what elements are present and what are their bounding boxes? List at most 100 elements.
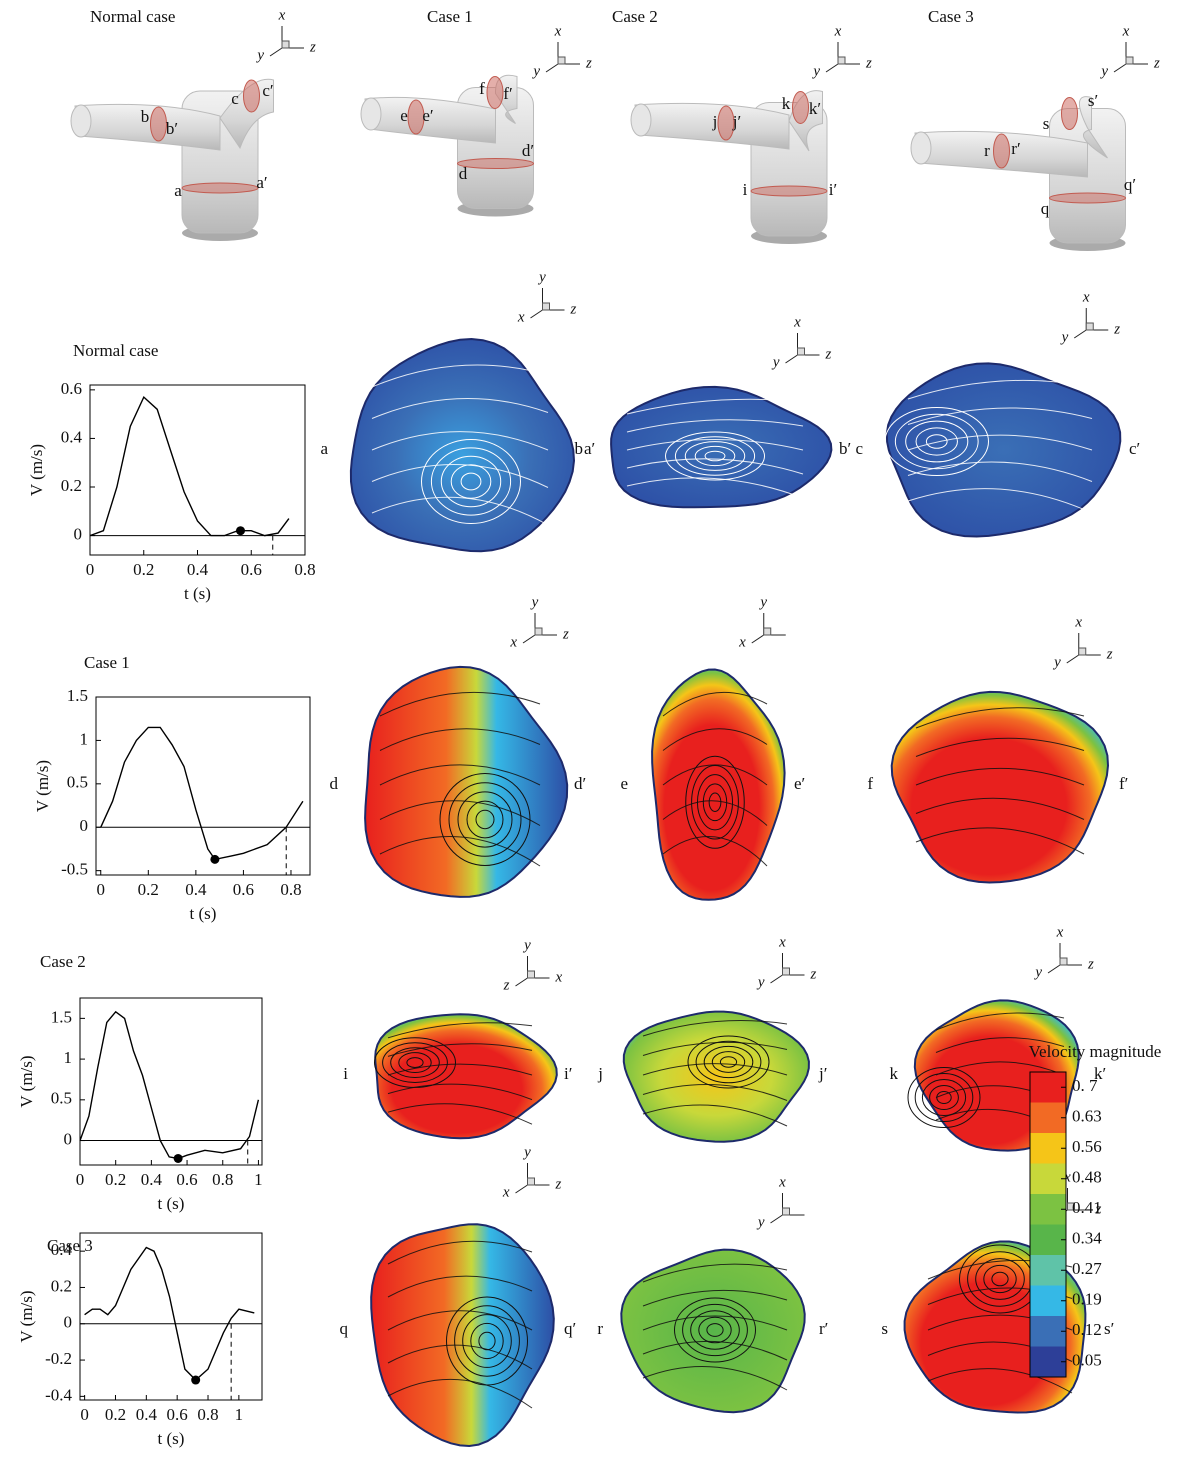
- colorbar-frame: [1029, 1071, 1067, 1378]
- streamline: [642, 1366, 788, 1391]
- triad-box: [527, 970, 535, 979]
- x-tick-label: 1: [254, 1170, 263, 1189]
- velocity-curve: [100, 726, 304, 861]
- streamline: [915, 767, 1085, 786]
- x-tick-label: 0: [97, 880, 106, 899]
- colorbar-band: [1030, 1102, 1066, 1133]
- triad-label: z: [562, 626, 569, 642]
- cut-plane: [486, 76, 504, 109]
- streamline: [915, 797, 1085, 820]
- velocity-curve: [79, 1010, 260, 1160]
- vessel-branch: [219, 78, 274, 150]
- streamline: [907, 434, 1093, 451]
- x-tick-label: 0.2: [138, 880, 159, 899]
- x-tick-label: 0.4: [136, 1405, 158, 1424]
- triad-axis: [751, 634, 765, 644]
- triad-box: [782, 967, 790, 976]
- y-tick-label: 0.2: [61, 476, 82, 495]
- plot-frame: [95, 696, 311, 876]
- panel-title: Case 3: [928, 7, 974, 26]
- colorbar-tick-label: 0.19: [1072, 1290, 1102, 1309]
- streamline: [983, 1264, 1017, 1294]
- cut-label: b: [141, 107, 150, 126]
- x-tick-label: 0.6: [176, 1170, 197, 1189]
- vessel-branch: [634, 102, 790, 150]
- triad-label: z: [825, 346, 832, 362]
- panel-title: Normal case: [90, 7, 175, 26]
- axis-triad: x y z: [811, 23, 872, 79]
- cross-section: b b′: [575, 385, 851, 509]
- streamline: [642, 1104, 788, 1127]
- vessel-branch: [1079, 96, 1108, 159]
- y-tick-label: -0.4: [45, 1385, 72, 1404]
- streamline: [440, 455, 502, 508]
- cut-label: i′: [829, 180, 837, 199]
- colorbar-band: [1030, 1133, 1066, 1164]
- streamline: [626, 458, 804, 475]
- axis-triad: x y z: [1033, 924, 1094, 980]
- streamline: [398, 1052, 432, 1074]
- cross-section: r r′: [597, 1248, 828, 1414]
- triad-axis: [1066, 654, 1080, 664]
- streamline: [662, 728, 768, 751]
- streamline: [642, 1340, 788, 1361]
- triad-label: x: [1056, 924, 1064, 940]
- streamline: [626, 439, 804, 451]
- cut-plane: [150, 106, 167, 142]
- triad-box: [527, 1177, 535, 1186]
- triad-axis: [1113, 63, 1127, 73]
- streamline: [642, 1020, 788, 1037]
- triad-label: z: [1087, 956, 1094, 972]
- colorbar-title: Velocity magnitude: [1029, 1042, 1162, 1061]
- streamline: [687, 1035, 770, 1089]
- cut-label: f′: [503, 84, 512, 103]
- triad-axis: [515, 977, 528, 987]
- streamline: [642, 1289, 788, 1307]
- section-contour: [890, 690, 1110, 884]
- section-label: s′: [1104, 1319, 1114, 1338]
- axis-triad: yx: [738, 594, 786, 650]
- y-tick-label: 0: [80, 816, 89, 835]
- section-label: b: [575, 439, 584, 458]
- triad-axis: [530, 309, 543, 319]
- triad-label: y: [771, 354, 780, 370]
- streamline: [379, 728, 541, 751]
- triad-box: [557, 56, 566, 65]
- triad-label: x: [555, 969, 563, 985]
- streamline: [371, 431, 549, 451]
- triad-label: z: [1095, 1201, 1102, 1217]
- axis-triad: x y z: [1060, 289, 1121, 345]
- section-label: e: [620, 774, 628, 793]
- x-axis-label: t (s): [158, 1429, 185, 1448]
- x-tick-label: 0: [76, 1170, 85, 1189]
- streamline: [927, 1368, 1073, 1394]
- triad-label: y: [530, 594, 539, 610]
- streamline: [462, 1314, 512, 1368]
- y-axis-label: V (m/s): [17, 1055, 36, 1107]
- triad-box: [1085, 322, 1094, 331]
- y-tick-label: -0.2: [45, 1349, 72, 1368]
- section-contour: [620, 1248, 806, 1414]
- section-label: d: [330, 774, 339, 793]
- streamline: [662, 836, 768, 867]
- streamline: [905, 420, 969, 463]
- colorbar-tick-label: 0.12: [1072, 1320, 1102, 1339]
- colorbar-tick-label: 0.41: [1072, 1198, 1102, 1217]
- x-axis-label: t (s): [184, 584, 211, 603]
- x-tick-label: 0.2: [105, 1170, 126, 1189]
- y-tick-label: 1.5: [67, 686, 88, 705]
- section-label: k: [890, 1064, 899, 1083]
- triad-label: x: [502, 1184, 510, 1200]
- streamline: [703, 1045, 754, 1079]
- cut-plane: [717, 105, 735, 141]
- x-tick-label: 0.6: [233, 880, 254, 899]
- streamline: [691, 764, 739, 840]
- cut-label: q′: [1124, 175, 1136, 194]
- triad-axis: [770, 974, 783, 984]
- streamline: [387, 1063, 533, 1076]
- section-label: c: [855, 439, 863, 458]
- streamline: [379, 835, 541, 867]
- section-contour: [349, 337, 576, 553]
- streamline: [682, 1303, 748, 1357]
- triad-box: [1078, 647, 1087, 656]
